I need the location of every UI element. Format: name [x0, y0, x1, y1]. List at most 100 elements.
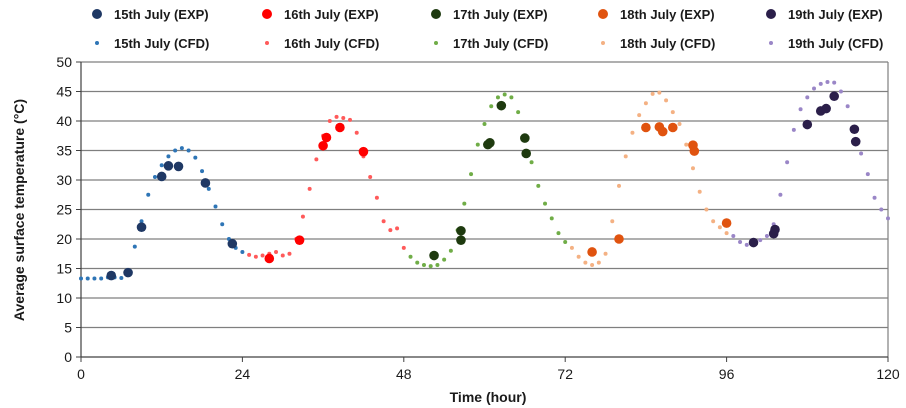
data-point	[614, 234, 624, 244]
data-point	[173, 161, 184, 172]
data-point	[569, 245, 574, 250]
legend-label: 16th July (CFD)	[284, 35, 380, 51]
data-point	[159, 163, 164, 168]
legend-label: 18th July (CFD)	[620, 35, 716, 51]
data-point	[744, 242, 749, 247]
data-point	[509, 95, 514, 100]
data-point	[462, 201, 467, 206]
data-point	[348, 117, 352, 122]
series-16th-july-exp	[264, 122, 369, 264]
legend-dot	[434, 41, 438, 45]
data-point	[220, 222, 225, 227]
data-point	[838, 89, 843, 94]
data-point	[556, 231, 561, 236]
data-point	[610, 219, 615, 224]
series-19th-july-cfd	[731, 80, 890, 247]
data-point	[637, 113, 642, 118]
y-tick-label: 35	[56, 143, 72, 159]
data-point	[200, 178, 211, 188]
data-point	[489, 104, 494, 109]
data-point	[294, 235, 305, 245]
data-point	[689, 146, 700, 156]
data-point	[119, 275, 124, 280]
data-point	[421, 262, 426, 267]
data-point	[886, 216, 890, 221]
data-point	[850, 136, 861, 147]
data-point	[395, 226, 400, 231]
data-point	[657, 90, 662, 95]
data-point	[805, 95, 810, 100]
data-point	[690, 166, 695, 171]
data-point	[845, 104, 850, 109]
data-point	[724, 231, 729, 236]
data-point	[704, 207, 709, 212]
data-point	[123, 267, 133, 278]
data-point	[408, 254, 413, 259]
legend-marker	[258, 34, 276, 52]
data-point	[163, 161, 174, 171]
data-point	[502, 92, 507, 97]
data-point	[576, 254, 581, 259]
data-point	[213, 204, 218, 209]
data-point	[247, 252, 252, 257]
data-point	[152, 175, 157, 180]
data-point	[92, 276, 97, 281]
data-point	[132, 244, 137, 249]
data-point	[521, 148, 531, 159]
data-point	[802, 119, 813, 130]
data-point	[146, 192, 151, 197]
legend-dot	[431, 9, 441, 19]
data-point	[442, 257, 447, 262]
y-tick-label: 40	[56, 113, 72, 129]
x-tick-label: 0	[77, 366, 85, 382]
data-point	[668, 122, 678, 133]
data-point	[368, 175, 373, 180]
legend-dot	[95, 41, 99, 45]
data-point	[240, 249, 245, 254]
series-19th-july-exp	[748, 91, 861, 248]
data-point	[354, 130, 359, 135]
data-point	[641, 122, 651, 133]
data-point	[401, 245, 406, 250]
data-point	[200, 169, 205, 174]
data-point	[670, 110, 675, 115]
data-point	[617, 183, 621, 188]
legend-item-18th-july-exp: 18th July (EXP)	[594, 4, 715, 24]
data-point	[482, 121, 487, 126]
legend-marker	[427, 34, 445, 52]
data-point	[227, 238, 238, 249]
legend-dot	[262, 9, 272, 19]
data-point	[818, 81, 823, 86]
chart-legend: 15th July (EXP) 16th July (EXP) 17th Jul…	[0, 0, 906, 60]
data-point	[684, 142, 689, 147]
data-point	[650, 91, 655, 96]
legend-item-15th-july-cfd: 15th July (CFD)	[88, 33, 209, 53]
y-tick-label: 15	[56, 261, 72, 277]
legend-marker	[88, 5, 106, 23]
x-tick-label: 48	[396, 366, 412, 382]
data-point	[429, 250, 439, 261]
data-point	[321, 132, 332, 143]
y-tick-label: 45	[56, 84, 72, 100]
data-point	[748, 237, 759, 248]
data-point	[388, 228, 393, 233]
legend-label: 15th July (CFD)	[114, 35, 210, 51]
legend-dot	[598, 9, 608, 19]
series-15th-july-cfd	[79, 146, 245, 281]
data-point	[711, 219, 716, 224]
data-point	[274, 249, 279, 254]
legend-marker	[258, 5, 276, 23]
data-point	[764, 234, 769, 239]
legend-label: 17th July (EXP)	[453, 6, 548, 22]
data-point	[186, 148, 191, 153]
data-point	[798, 107, 803, 112]
data-point	[657, 126, 668, 137]
legend-item-17th-july-exp: 17th July (EXP)	[427, 4, 548, 24]
x-tick-labels: 0 24 48 72 96 120	[77, 366, 900, 382]
axes	[76, 61, 889, 362]
data-point	[812, 86, 817, 91]
data-point	[475, 142, 480, 147]
data-point	[872, 195, 877, 200]
legend-item-17th-july-cfd: 17th July (CFD)	[427, 33, 548, 53]
